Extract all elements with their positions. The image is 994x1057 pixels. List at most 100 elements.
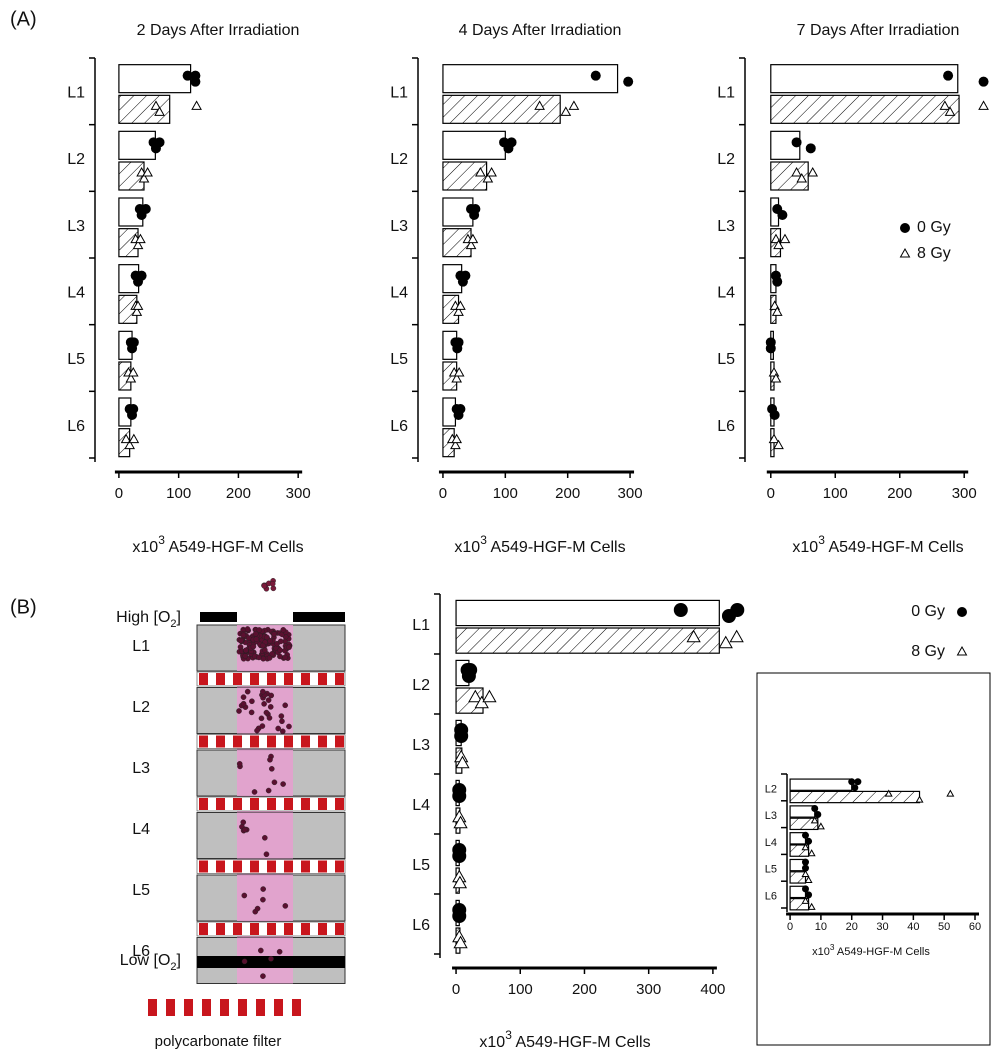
x-label-prefix: x10 [812, 946, 830, 958]
filter-label: polycarbonate filter [155, 1033, 282, 1050]
x-label-prefix: x10 [792, 539, 818, 556]
cell [283, 903, 288, 908]
cell [281, 781, 286, 786]
category-label: L6 [765, 891, 777, 903]
category-label: L4 [412, 797, 430, 814]
filter-pore [233, 673, 242, 685]
x-axis-label: x103 A549-HGF-M Cells [479, 1028, 650, 1051]
point-0gy [772, 277, 782, 287]
point-0gy [792, 137, 802, 147]
filter-pore [250, 673, 259, 685]
x-axis-label: x103 A549-HGF-M Cells [812, 943, 930, 958]
low-o2-label-part: ] [177, 952, 181, 969]
point-0gy [943, 71, 953, 81]
x-tick-label: 0 [767, 485, 775, 502]
x-tick-label: 0 [787, 921, 793, 933]
filter-pore [301, 673, 310, 685]
category-label: L2 [717, 151, 735, 168]
category-label: L5 [67, 351, 85, 368]
point-8gy [818, 823, 824, 829]
top-cap [293, 612, 345, 622]
high-o2-label-part: ] [177, 609, 181, 626]
filter-pore [199, 861, 208, 873]
cell [243, 653, 248, 658]
x-tick-label: 0 [115, 485, 123, 502]
cell [283, 703, 288, 708]
category-label: L2 [412, 677, 430, 694]
cell [260, 897, 265, 902]
filter-pore [301, 736, 310, 748]
x-tick-label: 10 [815, 921, 827, 933]
point-0gy [674, 603, 688, 617]
filter-key [256, 999, 265, 1016]
x-tick-label: 100 [823, 485, 848, 502]
x-label-text: A549-HGF-M Cells [165, 539, 304, 556]
cell [243, 648, 248, 653]
point-0gy [811, 805, 818, 812]
filter-pore [284, 736, 293, 748]
cell [254, 636, 259, 641]
cell [242, 827, 247, 832]
cell [267, 655, 272, 660]
point-0gy [854, 778, 861, 785]
cell [277, 648, 282, 653]
cell [262, 835, 267, 840]
cell [249, 699, 254, 704]
cell [255, 906, 260, 911]
category-label: L1 [67, 85, 85, 102]
point-0gy [770, 410, 780, 420]
filter-key [184, 999, 193, 1016]
cell [266, 698, 271, 703]
filter-pore [250, 736, 259, 748]
filter-pore [216, 923, 225, 935]
cell [260, 974, 265, 979]
x-tick-label: 300 [636, 981, 661, 998]
cell [279, 719, 284, 724]
x-tick-label: 100 [166, 485, 191, 502]
category-label: L4 [67, 285, 85, 302]
level-label: L6 [132, 943, 150, 960]
cell [241, 633, 246, 638]
point-8gy [561, 107, 570, 115]
category-label: L1 [412, 617, 430, 634]
category-label: L4 [717, 285, 735, 302]
cell [272, 780, 277, 785]
x-tick-label: 30 [876, 921, 888, 933]
high-o2-label-part: High [O [116, 609, 170, 626]
low-o2-label: Low [O2] [120, 952, 181, 973]
cell [241, 701, 246, 706]
x-axis-label: x103 A549-HGF-M Cells [132, 533, 303, 556]
cell [261, 886, 266, 891]
filter-pore [267, 798, 276, 810]
x-axis-label: x103 A549-HGF-M Cells [454, 533, 625, 556]
cell [237, 761, 242, 766]
cell [236, 708, 241, 713]
filter-pore [301, 923, 310, 935]
cell [251, 644, 256, 649]
panel-label: (A) [10, 8, 37, 30]
cell [262, 701, 267, 706]
filter-pore [250, 798, 259, 810]
filter-pore [335, 673, 344, 685]
point-0gy [806, 143, 816, 153]
filter-pore [233, 923, 242, 935]
filter-pore [301, 798, 310, 810]
point-0gy [802, 885, 809, 892]
category-label: L1 [390, 85, 408, 102]
cell [267, 757, 272, 762]
cell [258, 948, 263, 953]
cell [242, 893, 247, 898]
cell [260, 643, 265, 648]
cell [286, 645, 291, 650]
category-label: L2 [67, 151, 85, 168]
category-label: L5 [390, 351, 408, 368]
point-0gy [851, 784, 858, 791]
filter-key [166, 999, 175, 1016]
level-label: L3 [132, 760, 150, 777]
category-label: L4 [765, 837, 777, 849]
filter-key [220, 999, 229, 1016]
cell [256, 655, 261, 660]
point-8gy [780, 235, 789, 243]
category-label: L6 [717, 418, 735, 435]
legend-label: 0 Gy [917, 219, 951, 236]
